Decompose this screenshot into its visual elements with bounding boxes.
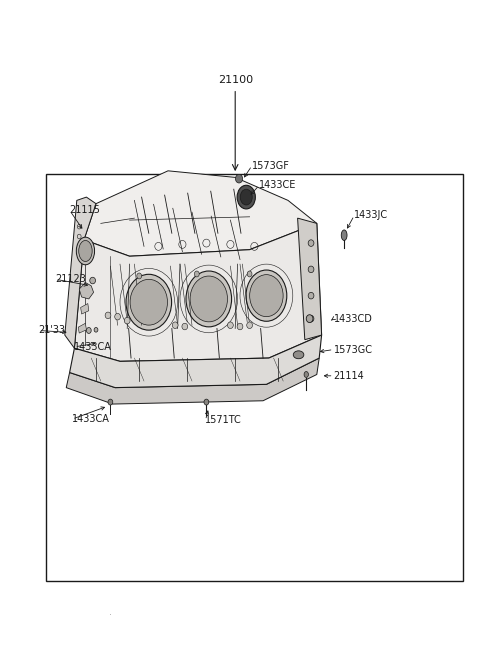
Polygon shape — [66, 358, 319, 404]
Text: 1573GF: 1573GF — [252, 160, 290, 171]
Text: 1433JC: 1433JC — [354, 210, 388, 221]
Ellipse shape — [94, 328, 98, 332]
Ellipse shape — [76, 237, 95, 265]
Text: 1433CE: 1433CE — [259, 180, 297, 191]
Ellipse shape — [237, 185, 255, 209]
Ellipse shape — [186, 271, 232, 327]
Text: 21115: 21115 — [70, 205, 100, 215]
Ellipse shape — [182, 323, 188, 330]
Ellipse shape — [293, 351, 304, 359]
Ellipse shape — [194, 286, 199, 292]
Ellipse shape — [306, 315, 313, 323]
Ellipse shape — [124, 317, 130, 324]
Ellipse shape — [108, 399, 113, 405]
Ellipse shape — [235, 174, 242, 183]
Text: 21114: 21114 — [334, 371, 364, 381]
Text: 1573GC: 1573GC — [334, 344, 372, 355]
Ellipse shape — [341, 230, 347, 240]
Ellipse shape — [105, 312, 111, 319]
Ellipse shape — [115, 313, 120, 320]
Polygon shape — [84, 171, 317, 256]
Ellipse shape — [247, 322, 252, 328]
Ellipse shape — [130, 279, 168, 325]
Ellipse shape — [126, 275, 172, 330]
Text: 21100: 21100 — [217, 76, 253, 85]
Ellipse shape — [137, 273, 142, 279]
Polygon shape — [78, 323, 86, 333]
Text: 21123: 21123 — [55, 274, 86, 284]
Text: 1571TC: 1571TC — [205, 415, 242, 426]
Ellipse shape — [237, 323, 243, 330]
Ellipse shape — [304, 372, 309, 377]
Ellipse shape — [308, 266, 314, 273]
Ellipse shape — [86, 328, 91, 334]
Ellipse shape — [250, 275, 283, 317]
Polygon shape — [81, 304, 89, 314]
Polygon shape — [74, 223, 322, 361]
Ellipse shape — [194, 271, 199, 277]
Text: .: . — [109, 607, 112, 618]
Text: 1433CD: 1433CD — [334, 313, 372, 324]
Ellipse shape — [190, 276, 228, 322]
Ellipse shape — [247, 271, 252, 277]
Ellipse shape — [240, 189, 252, 205]
Ellipse shape — [79, 240, 92, 261]
Ellipse shape — [308, 315, 314, 322]
Ellipse shape — [246, 270, 287, 321]
Polygon shape — [298, 218, 322, 340]
Ellipse shape — [172, 322, 178, 328]
Ellipse shape — [137, 288, 142, 293]
Ellipse shape — [308, 240, 314, 246]
Polygon shape — [79, 283, 94, 299]
Ellipse shape — [204, 399, 209, 405]
Text: 21'33: 21'33 — [38, 325, 66, 336]
Ellipse shape — [90, 277, 96, 284]
Bar — [46, 174, 463, 581]
Text: 1433CA: 1433CA — [74, 342, 112, 352]
Text: 1433CA: 1433CA — [72, 414, 110, 424]
Polygon shape — [70, 335, 322, 388]
Polygon shape — [65, 197, 96, 348]
Ellipse shape — [308, 292, 314, 299]
Ellipse shape — [228, 322, 233, 328]
